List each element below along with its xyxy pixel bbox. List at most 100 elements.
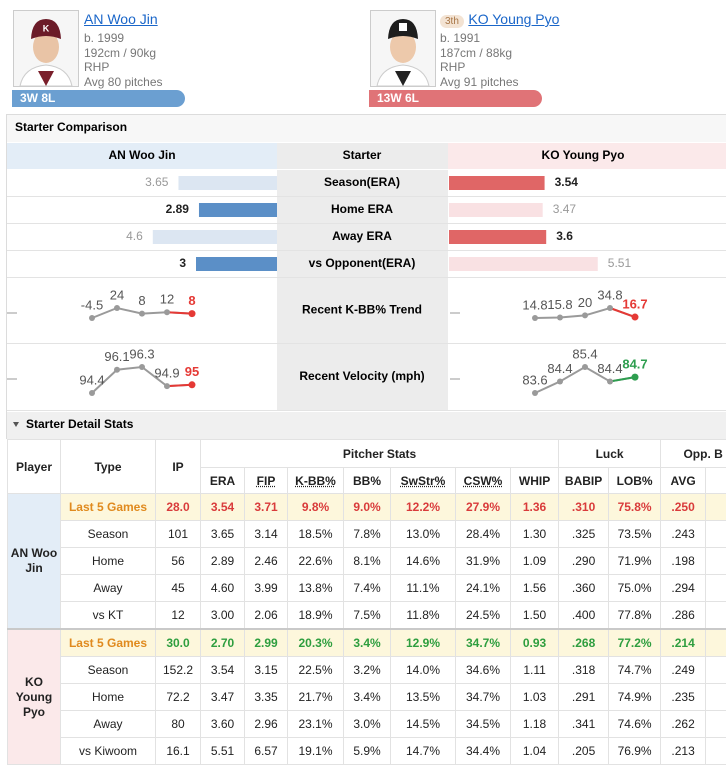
stat-value: 3.15 — [244, 656, 288, 684]
stat-value: .400 — [558, 601, 610, 630]
trend-value: 94.9 — [154, 366, 179, 381]
stat-value: 31.9% — [455, 547, 511, 575]
row-type: vs KT — [60, 601, 156, 630]
stat-row: Home 56 2.89 2.46 22.6% 8.1% 14.6% 31.9% 1.09.29… — [8, 547, 726, 575]
stat-value: 14.7% — [390, 737, 456, 765]
stat-value: 5.9% — [343, 737, 391, 765]
stat-value: .325 — [558, 520, 610, 548]
row-type: vs Kiwoom — [60, 737, 156, 765]
group-header: Opp. B — [660, 439, 726, 468]
stat-value: 23.1% — [287, 710, 344, 738]
stat-value: 1.36 — [509, 493, 560, 521]
stat-value: 1.11 — [509, 656, 560, 684]
stat-row: vs KT 12 3.00 2.06 18.9% 7.5% 11.8% 24.5% 1.50.4… — [8, 601, 726, 630]
trend-value: 20 — [578, 295, 592, 310]
table-head: Player Type IP Pitcher Stats Luck Opp. B ERA FI… — [7, 439, 726, 494]
row-type: Season — [60, 520, 156, 548]
row-label: vs Opponent(ERA) — [309, 256, 416, 270]
stat-row: KO Young Pyo Last 5 Games 30.0 2.70 2.99 20.3… — [7, 628, 726, 765]
stat-row: Season 152.2 3.54 3.15 22.5% 3.2% 14.0% 34.6% 1.… — [8, 656, 726, 684]
bar — [178, 176, 277, 190]
row-type: Away — [60, 710, 156, 738]
stat-value: 3.4% — [343, 628, 391, 657]
stat-value: 34.6% — [455, 656, 511, 684]
stat-value: 1.56 — [509, 574, 560, 602]
header-row: Player Type IP Pitcher Stats Luck Opp. B — [7, 439, 726, 494]
trend-point — [139, 310, 145, 317]
trend-point — [582, 312, 588, 319]
column-header: Starter — [343, 148, 382, 162]
column-header: LOB% — [608, 467, 662, 494]
pitcher-name[interactable]: AN Woo Jin — [84, 11, 158, 27]
stat-row: Home 72.2 3.47 3.35 21.7% 3.4% 13.5% 34.7% 1.03.… — [8, 683, 726, 711]
pitcher-photo — [370, 10, 436, 87]
stat-value: 1.09 — [509, 547, 560, 575]
stat-value: 7.8% — [343, 520, 391, 548]
detail-table: Player Type IP Pitcher Stats Luck Opp. B ERA FI… — [7, 439, 726, 765]
trend-point — [582, 364, 588, 370]
pitcher-name[interactable]: KO Young Pyo — [468, 11, 560, 27]
trend-value: 94.4 — [79, 372, 104, 387]
row-type: Home — [60, 547, 156, 575]
stat-value: 8.1% — [343, 547, 391, 575]
stat-value: .294 — [660, 574, 707, 602]
stat-value: 71.9% — [608, 547, 662, 575]
trend-point — [532, 390, 538, 396]
stat-value: 5.51 — [200, 737, 245, 765]
stat-value: 75.0% — [608, 574, 662, 602]
stat-value: 12 — [155, 601, 201, 630]
stat-value: .318 — [558, 656, 610, 684]
stat-value: 19.1% — [287, 737, 344, 765]
svg-text:K: K — [43, 23, 50, 33]
column-header: WHIP — [509, 467, 560, 494]
stat-value: 14.0% — [390, 656, 456, 684]
trend-point — [114, 366, 120, 373]
pitcher-throws: RHP — [84, 60, 110, 74]
photo-art: K — [14, 11, 78, 87]
stat-row: vs Kiwoom 16.1 5.51 6.57 19.1% 5.9% 14.7% 34.4%… — [8, 737, 726, 765]
label-cell — [277, 170, 448, 196]
stat-value: 14.5% — [390, 710, 456, 738]
stat-value: 2.06 — [244, 601, 288, 630]
stat-value: 3.47 — [200, 683, 245, 711]
trend-value: 34.8 — [597, 287, 622, 302]
pitcher-size: 192cm / 90kg — [84, 45, 157, 60]
stat-value: 34.4% — [455, 737, 511, 765]
stat-value: 56 — [155, 547, 201, 575]
clipped-cell — [705, 601, 726, 630]
label-cell — [277, 251, 448, 277]
stat-value: 3.00 — [200, 601, 245, 630]
stat-value: 3.71 — [244, 493, 288, 521]
stat-value: .249 — [660, 656, 707, 684]
bar — [449, 203, 543, 217]
row-type: Last 5 Games — [60, 628, 156, 657]
stat-value: 20.3% — [287, 628, 344, 657]
trend-value: 8 — [138, 293, 145, 308]
stat-value: 24.5% — [455, 601, 511, 630]
stat-value: 74.6% — [608, 710, 662, 738]
stat-value: 80 — [155, 710, 201, 738]
stat-value: 2.96 — [244, 710, 288, 738]
stat-value: 3.4% — [343, 683, 391, 711]
stat-value: 34.7% — [455, 628, 511, 657]
stat-value: 76.9% — [608, 737, 662, 765]
stat-row: Season 101 3.65 3.14 18.5% 7.8% 13.0% 28.4% 1.30… — [8, 520, 726, 548]
trend-value: 15.8 — [547, 297, 572, 312]
stat-value: 13.5% — [390, 683, 456, 711]
clipped-cell — [705, 493, 726, 521]
stat-value: 72.2 — [155, 683, 201, 711]
trend-value: 84.4 — [547, 361, 572, 376]
trend-point — [557, 314, 563, 321]
stat-value: .262 — [660, 710, 707, 738]
photo-art — [371, 11, 435, 87]
label-cell — [277, 197, 448, 223]
header-row: ERA FIP K-BB% BB% SwStr% CSW% WHIP BABIP LOB% AVG — [8, 467, 726, 494]
trend-value: 84.7 — [622, 357, 647, 372]
row-type: Last 5 Games — [60, 493, 156, 521]
trend-value: 16.7 — [622, 296, 647, 311]
clipped-cell — [705, 656, 726, 684]
stat-value: 0.93 — [509, 628, 560, 657]
clipped-cell — [705, 574, 726, 602]
column-header: IP — [155, 439, 201, 494]
